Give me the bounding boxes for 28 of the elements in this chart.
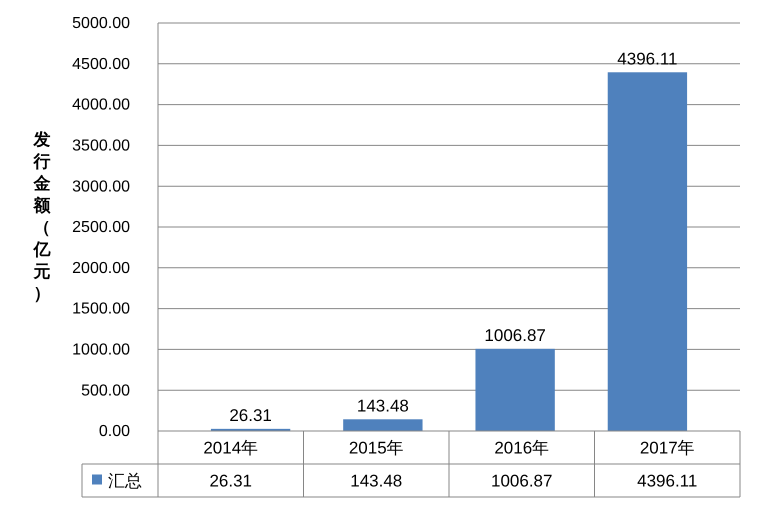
data-label: 26.31 [209,472,252,490]
data-label: 1006.87 [491,472,552,490]
x-tick-label: 2015年 [348,438,404,458]
bar [475,348,555,431]
y-tick-label: 500.00 [81,382,130,400]
y-tick-label: 4000.00 [72,96,130,114]
legend-label: 汇总 [108,472,142,490]
text: 143.48 [356,396,409,416]
bar [608,72,688,431]
y-tick-label: 3000.00 [72,178,130,196]
y-tick-label: 1000.00 [72,342,130,359]
data-label: 143.48 [350,472,402,490]
bar [343,419,423,431]
y-tick-label: 4500.00 [72,56,130,73]
text: 1006.87 [484,326,546,345]
x-tick-label: 2016年 [494,438,550,458]
y-tick-label: 2500.00 [72,219,130,236]
y-tick-label: 1500.00 [72,300,130,318]
x-tick-label: 2014年 [203,438,258,458]
y-tick-label: 3500.00 [72,138,130,155]
y-tick-label: 2000.00 [72,260,130,277]
text: 26.31 [229,406,272,425]
data-label: 4396.11 [637,472,698,490]
x-tick-label: 2017年 [640,438,695,458]
y-tick-label: 5000.00 [72,15,130,32]
y-tick-label: 0.00 [98,423,130,440]
text: 4396.11 [617,49,678,68]
y-axis-title: 发行金额（亿元） [32,130,52,303]
